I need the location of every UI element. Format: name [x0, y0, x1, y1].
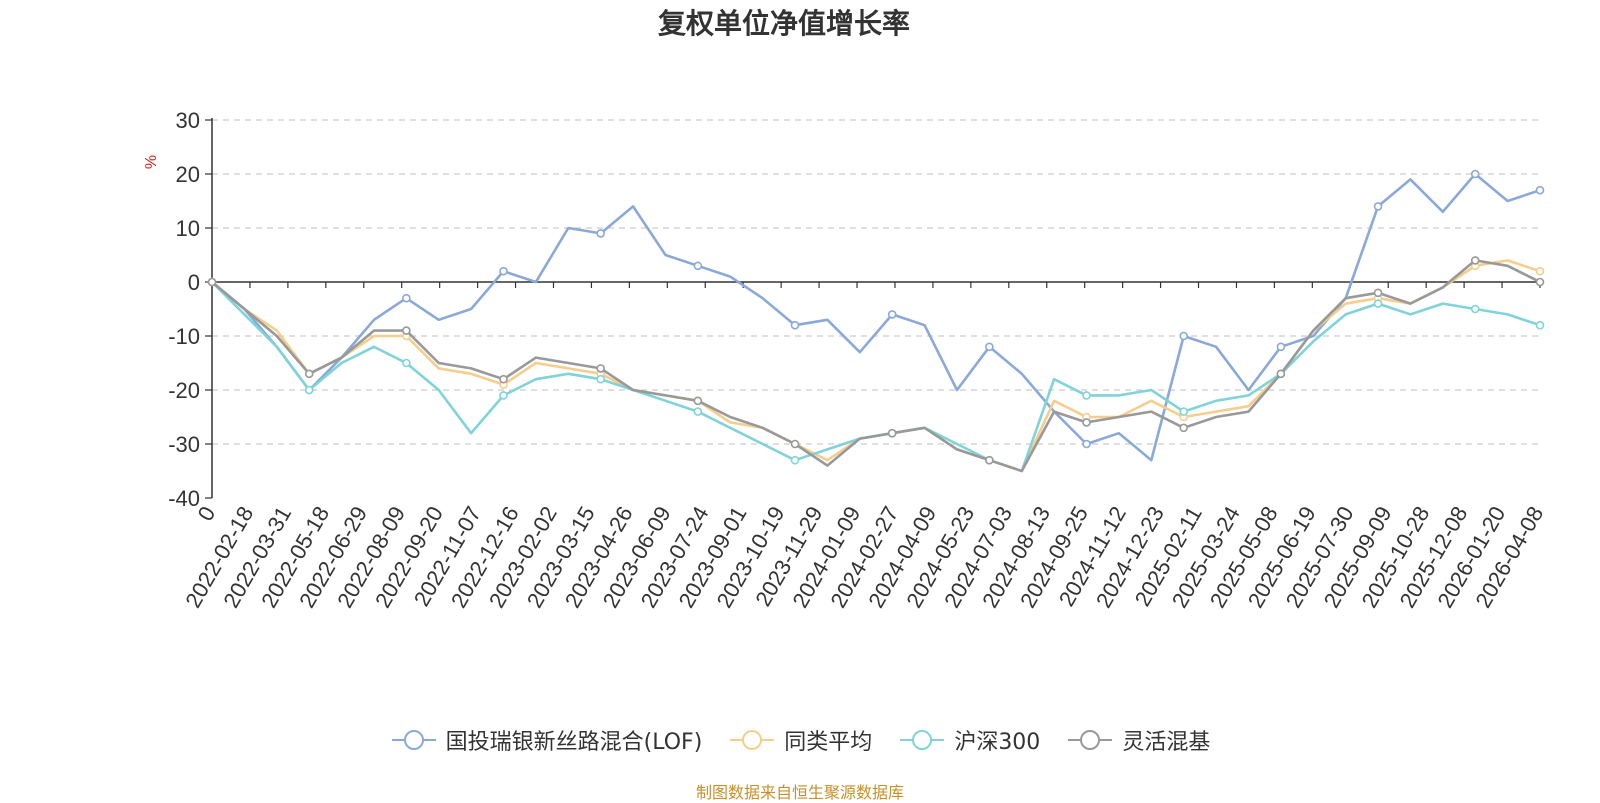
grid-lines [212, 119, 1540, 445]
series-point-0[interactable] [499, 266, 508, 276]
legend-item[interactable]: 灵活混基 [1066, 724, 1210, 756]
series-point-3[interactable] [1373, 288, 1383, 298]
series-point-3[interactable] [596, 364, 605, 373]
y-axis-unit-label: % [143, 155, 160, 169]
series-line-0[interactable] [211, 172, 1541, 462]
series-point-2[interactable] [304, 385, 314, 395]
y-tick-label: -30 [168, 432, 200, 457]
series-point-0[interactable] [693, 261, 703, 271]
legend-item[interactable]: 沪深300 [898, 724, 1040, 756]
series-point-0[interactable] [1470, 169, 1480, 179]
line-chart: 3020100-10-20-30-4002022-02-182022-03-31… [143, 108, 1548, 612]
legend-label: 国投瑞银新丝路混合(LOF) [445, 730, 703, 755]
legend-item[interactable]: 国投瑞银新丝路混合(LOF) [390, 724, 703, 756]
series-point-0[interactable] [1276, 342, 1286, 352]
series-point-2[interactable] [499, 391, 508, 400]
series-point-2[interactable] [1179, 407, 1189, 416]
legend-line-circle-icon [900, 730, 945, 750]
legend-label: 沪深300 [954, 730, 1041, 755]
series-line-3[interactable] [211, 259, 1541, 473]
series-point-0[interactable] [402, 293, 411, 303]
series-point-2[interactable] [1470, 304, 1480, 314]
series-point-3[interactable] [1276, 369, 1286, 379]
series-point-2[interactable] [790, 455, 800, 465]
series-point-3[interactable] [985, 455, 994, 465]
series-point-3[interactable] [304, 369, 314, 379]
series-line-2[interactable] [211, 281, 1541, 473]
series-lines [207, 169, 1545, 473]
series-point-3[interactable] [1535, 277, 1545, 287]
axes [205, 118, 1541, 499]
y-tick-label: 30 [176, 108, 200, 133]
series-point-1[interactable] [1535, 266, 1545, 276]
series-point-3[interactable] [499, 374, 508, 384]
legend-line-circle-icon [730, 730, 775, 750]
y-tick-label: -40 [168, 486, 200, 511]
series-point-2[interactable] [1373, 299, 1383, 308]
series-point-0[interactable] [985, 342, 994, 352]
tick-labels: 3020100-10-20-30-4002022-02-182022-03-31… [168, 108, 1548, 612]
series-point-3[interactable] [887, 428, 897, 438]
series-point-3[interactable] [693, 396, 703, 406]
x-tick-label: 0 [193, 502, 221, 525]
series-point-0[interactable] [1535, 185, 1545, 195]
series-point-3[interactable] [1470, 256, 1480, 265]
series-point-3[interactable] [207, 277, 217, 287]
series-point-0[interactable] [1082, 439, 1091, 449]
series-point-3[interactable] [1082, 418, 1091, 427]
legend-line-circle-icon [391, 730, 436, 750]
series-point-0[interactable] [1373, 202, 1383, 211]
chart-title: 复权单位净值增长率 [657, 7, 910, 40]
legend-label: 同类平均 [784, 730, 873, 755]
legend-line-circle-icon [1068, 730, 1113, 750]
legend: 国投瑞银新丝路混合(LOF) 同类平均 沪深300 灵活混基 [0, 720, 1600, 760]
y-tick-label: 20 [176, 162, 200, 187]
y-tick-label: -20 [168, 378, 200, 403]
series-point-3[interactable] [402, 326, 411, 335]
legend-label: 灵活混基 [1122, 730, 1211, 755]
series-point-0[interactable] [596, 229, 605, 238]
legend-item[interactable]: 同类平均 [728, 724, 872, 756]
series-point-0[interactable] [1179, 331, 1189, 341]
y-tick-label: 10 [176, 216, 200, 241]
data-source-note: 制图数据来自恒生聚源数据库 [695, 783, 904, 802]
series-point-3[interactable] [1179, 423, 1189, 433]
series-point-3[interactable] [790, 439, 800, 449]
series-point-0[interactable] [887, 310, 897, 319]
series-point-2[interactable] [596, 374, 605, 384]
series-point-2[interactable] [402, 358, 411, 368]
y-tick-label: -10 [168, 324, 200, 349]
series-point-0[interactable] [790, 320, 800, 330]
y-tick-label: 0 [188, 270, 200, 295]
series-point-2[interactable] [1535, 320, 1545, 330]
series-point-2[interactable] [1082, 391, 1091, 400]
series-point-2[interactable] [693, 407, 703, 416]
